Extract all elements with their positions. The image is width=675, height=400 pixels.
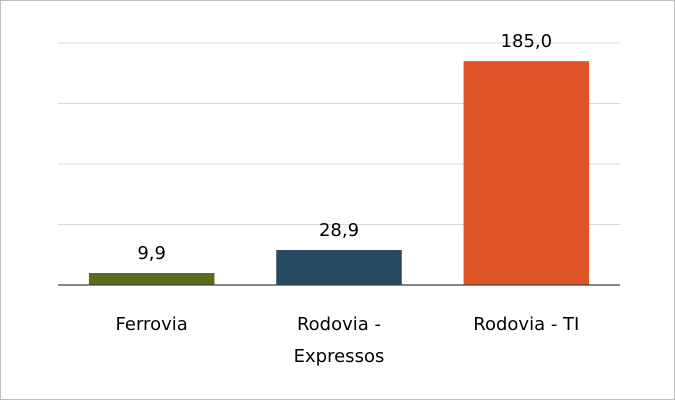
x-tick-label: Rodovia - TI [473,314,580,335]
bar [463,61,590,286]
bar [276,250,402,285]
data-label: 9,9 [137,243,166,264]
x-tick-label: Ferrovia [115,314,188,335]
bar [88,273,215,285]
data-label: 185,0 [501,31,553,52]
x-tick-label: Rodovia - Expressos [293,314,385,367]
data-label: 28,9 [319,220,359,241]
